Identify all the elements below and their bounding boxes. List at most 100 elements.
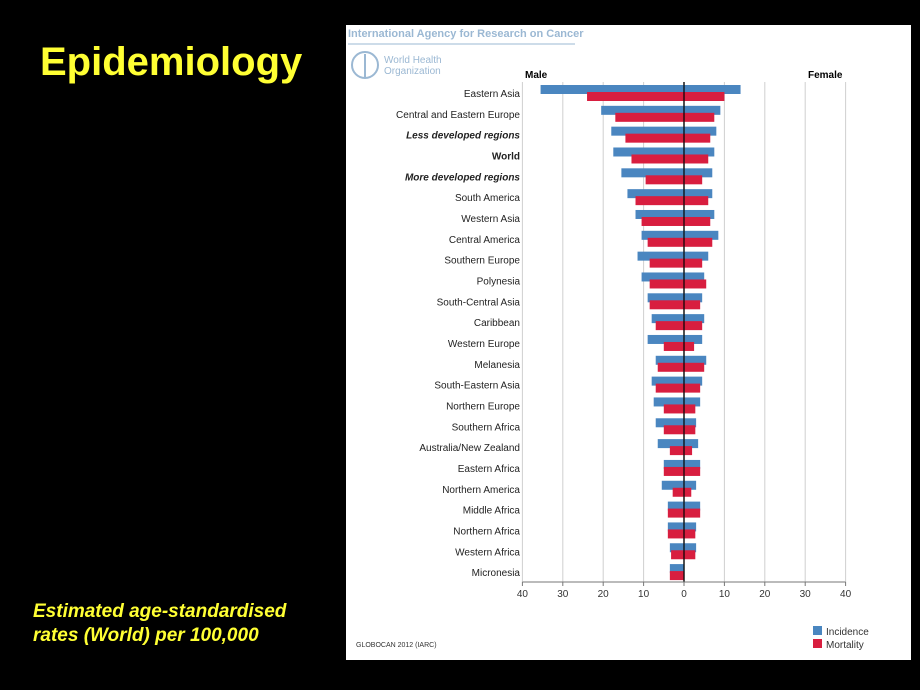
x-tick-label: 20	[598, 589, 610, 600]
mortality-bar	[669, 446, 693, 456]
incidence-bar	[613, 147, 715, 157]
legend-mortality-label: Mortality	[826, 640, 864, 651]
incidence-bar	[637, 251, 709, 261]
category-label: World	[492, 151, 520, 162]
x-tick-label: 10	[719, 589, 731, 600]
legend-incidence-label: Incidence	[826, 627, 869, 638]
chart-svg: International Agency for Research on Can…	[348, 28, 869, 651]
category-label: Middle Africa	[463, 506, 521, 517]
incidence-bar	[669, 543, 697, 553]
incidence-bar	[635, 209, 715, 219]
incidence-bar	[663, 459, 701, 469]
slide-title: Epidemiology	[40, 40, 303, 84]
category-label: Western Africa	[455, 547, 520, 558]
mortality-bar	[663, 341, 695, 351]
incidence-bar	[641, 272, 705, 282]
category-label: Melanesia	[474, 360, 520, 371]
category-label: Western Europe	[448, 339, 521, 350]
who-name-line-1: World Health	[384, 55, 442, 66]
category-label: Eastern Asia	[464, 89, 521, 100]
female-axis-label: Female	[808, 70, 843, 81]
who-emblem-icon	[351, 51, 379, 79]
category-label: Less developed regions	[406, 131, 520, 142]
incidence-bar	[611, 126, 717, 136]
category-label: Polynesia	[477, 276, 521, 287]
incidence-bar	[653, 397, 701, 407]
incidence-bar	[651, 376, 703, 386]
incidence-bar	[641, 230, 719, 240]
mortality-bar	[641, 216, 711, 226]
category-label: South-Central Asia	[437, 297, 521, 308]
mortality-bar	[649, 258, 703, 268]
incidence-bar	[627, 189, 713, 199]
mortality-bar	[649, 300, 701, 310]
legend-mortality-swatch	[813, 639, 822, 648]
category-label: Micronesia	[472, 568, 521, 579]
x-tick-label: 20	[759, 589, 771, 600]
mortality-bar	[657, 362, 705, 372]
incidence-bar	[540, 85, 741, 94]
mortality-bar	[655, 383, 701, 393]
caption-line-1: Estimated age-standardised	[33, 601, 287, 622]
x-tick-labels: 40 30 20 10 0 10 20 30 40	[517, 581, 852, 600]
category-label: Northern Africa	[453, 526, 520, 537]
mortality-bar	[649, 279, 707, 289]
category-label: Northern America	[442, 485, 520, 496]
chart-panel: International Agency for Research on Can…	[346, 25, 911, 660]
incidence-bar	[657, 439, 699, 449]
mortality-bar	[625, 133, 711, 143]
category-label: Central and Eastern Europe	[396, 110, 520, 121]
category-labels: Eastern Asia Central and Eastern Europe Le…	[396, 89, 520, 579]
incidence-bar	[667, 522, 697, 532]
category-label: South-Eastern Asia	[434, 381, 520, 392]
mortality-bar	[671, 550, 696, 560]
category-label: Southern Africa	[452, 422, 521, 433]
category-label: Eastern Africa	[458, 464, 521, 475]
x-tick-label: 0	[681, 589, 687, 600]
incidence-bar	[601, 105, 721, 115]
mortality-bar	[615, 112, 715, 122]
bars-group	[540, 82, 741, 582]
category-label: Australia/New Zealand	[419, 443, 520, 454]
mortality-bar	[672, 487, 692, 497]
male-axis-label: Male	[525, 70, 548, 81]
legend: Incidence Mortality	[813, 626, 869, 651]
x-tick-label: 30	[557, 589, 569, 600]
category-label: South America	[455, 193, 520, 204]
incidence-bar	[621, 168, 713, 178]
x-tick-label: 10	[638, 589, 650, 600]
category-label: Western Asia	[461, 214, 520, 225]
mortality-bar	[667, 529, 696, 539]
mortality-bar	[663, 404, 696, 414]
category-label: Northern Europe	[446, 401, 520, 412]
mortality-bar	[647, 237, 713, 247]
mortality-bar	[669, 571, 684, 581]
caption-line-2: rates (World) per 100,000	[33, 625, 259, 646]
agency-header: International Agency for Research on Can…	[348, 28, 584, 40]
incidence-bar	[661, 480, 697, 490]
who-name-line-2: Organization	[384, 66, 441, 77]
mortality-bar	[631, 154, 709, 164]
mortality-bar	[587, 92, 725, 101]
mortality-bar	[635, 196, 709, 206]
incidence-bar	[647, 293, 703, 303]
category-label: Central America	[449, 235, 521, 246]
mortality-bar	[645, 175, 703, 185]
incidence-bar	[647, 334, 703, 344]
incidence-bar	[651, 314, 705, 324]
incidence-bar	[669, 564, 684, 574]
grid-lines	[521, 82, 847, 582]
x-tick-label: 40	[517, 589, 529, 600]
category-label: Caribbean	[474, 318, 520, 329]
legend-incidence-swatch	[813, 626, 822, 635]
incidence-bar	[655, 418, 697, 428]
slide-caption: Estimated age-standardised rates (World)…	[33, 600, 286, 648]
category-label: Southern Europe	[444, 256, 520, 267]
incidence-bar	[655, 355, 707, 365]
category-label: More developed regions	[405, 172, 520, 183]
x-tick-label: 40	[840, 589, 852, 600]
mortality-bar	[663, 425, 696, 435]
mortality-bar	[663, 466, 701, 476]
source-credit: GLOBOCAN 2012 (IARC)	[356, 642, 437, 649]
mortality-bar	[655, 321, 703, 331]
